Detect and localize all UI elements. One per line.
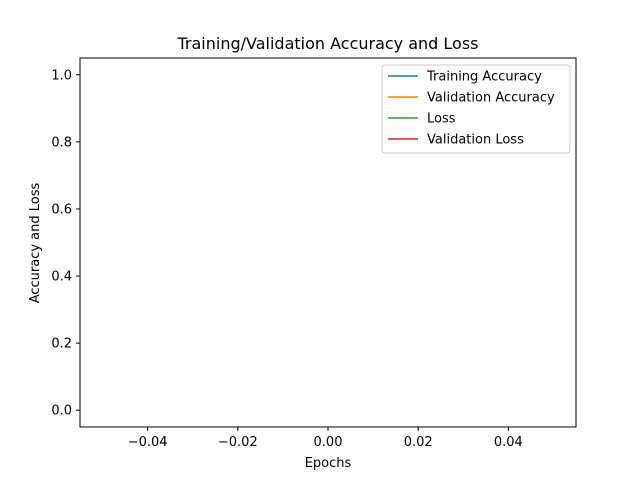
- y-tick-label: 0.6: [51, 202, 72, 217]
- y-tick-label: 0.0: [51, 404, 72, 419]
- legend-label: Validation Accuracy: [427, 91, 555, 106]
- legend-label: Training Accuracy: [426, 70, 542, 85]
- legend-box: [381, 64, 571, 154]
- y-tick-label: 1.0: [51, 68, 72, 83]
- x-tick-label: −0.02: [218, 435, 258, 450]
- y-tick-label: 0.2: [51, 337, 72, 352]
- legend-label: Validation Loss: [427, 133, 524, 148]
- chart-title: Training/Validation Accuracy and Loss: [176, 34, 478, 53]
- x-tick-label: 0.00: [314, 435, 343, 450]
- x-tick-label: −0.04: [128, 435, 168, 450]
- y-tick-label: 0.8: [51, 135, 72, 150]
- y-tick-label: 0.4: [51, 270, 72, 285]
- legend-label: Loss: [427, 112, 456, 127]
- x-tick-label: 0.02: [404, 435, 433, 450]
- legend: Training Accuracy Validation Accuracy Loss…: [381, 64, 571, 154]
- y-axis-label: Accuracy and Loss: [28, 182, 43, 303]
- x-tick-label: 0.04: [494, 435, 523, 450]
- y-axis-ticks: 0.0 0.2 0.4 0.6 0.8 1.0: [51, 68, 80, 419]
- x-axis-label: Epochs: [305, 456, 352, 471]
- x-axis-ticks: −0.04 −0.02 0.00 0.02 0.04: [128, 427, 523, 450]
